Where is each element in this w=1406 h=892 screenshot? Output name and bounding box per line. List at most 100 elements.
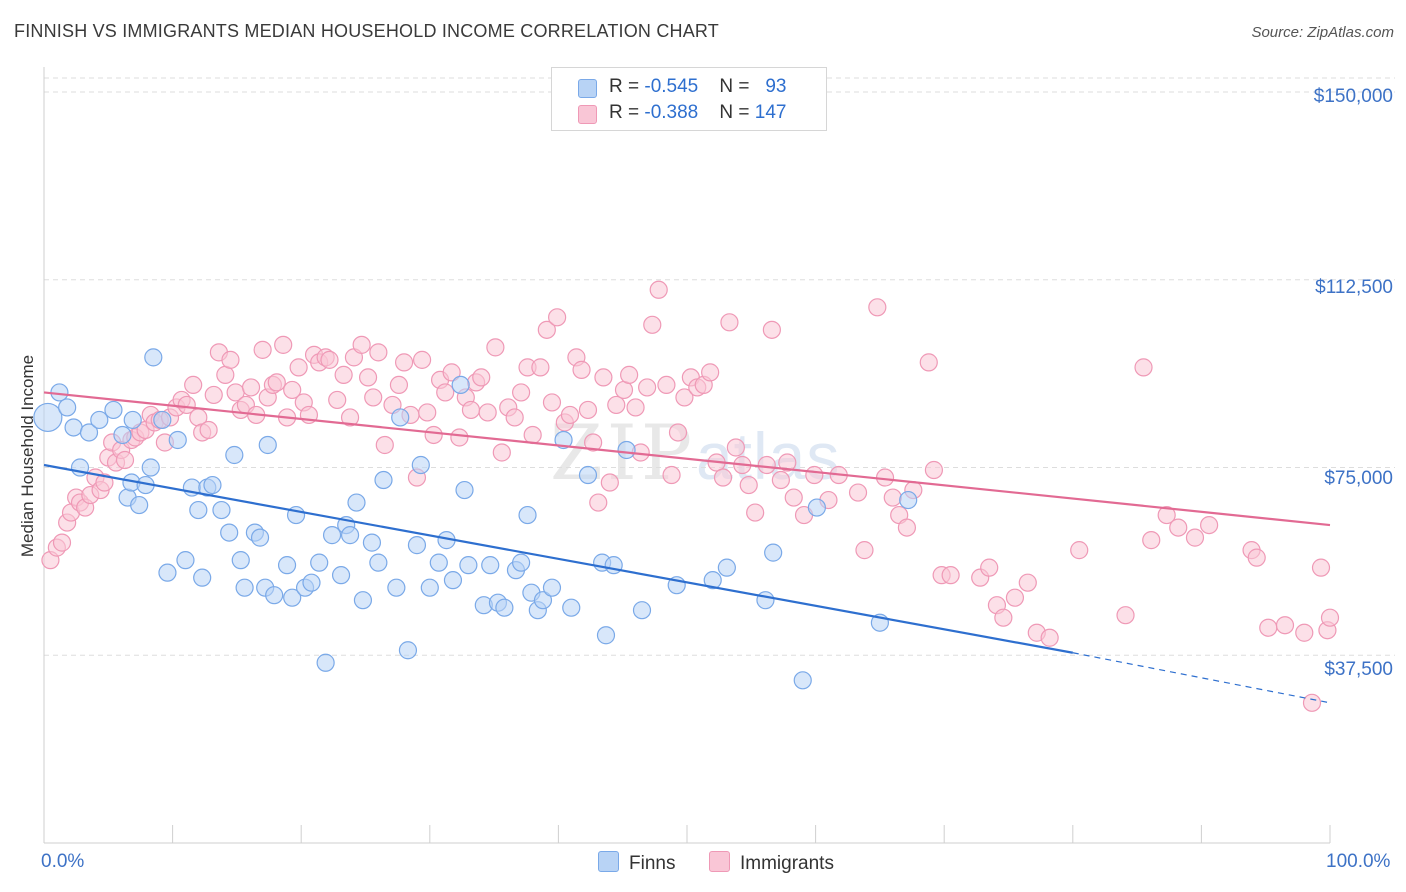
immigrants-point [537,320,556,339]
immigrants-point [95,473,114,492]
finns-point [347,493,366,512]
finns-point [411,455,430,475]
immigrants-point [328,390,347,410]
immigrants-point [701,363,720,382]
immigrants-point [771,470,790,490]
immigrants-point [1200,515,1219,535]
immigrants-point [778,453,797,472]
finns-point [703,571,722,590]
finns-point [632,601,652,620]
immigrants-swatch [578,105,597,124]
immigrants-point [739,475,758,495]
immigrants-point [1185,528,1205,547]
bottom-legend-immigrants[interactable]: Immigrants [709,851,834,875]
finns-point [495,598,514,617]
immigrants-point [626,398,645,417]
finns-point [407,536,427,555]
immigrants-point [1169,518,1188,537]
immigrants-point [980,558,999,577]
legend-r-value-immigrants: -0.388 [644,102,699,123]
finns-point [235,578,254,597]
immigrants-point [868,298,887,317]
immigrants-point [855,541,874,560]
finns-point [362,533,382,552]
immigrants-point [762,320,781,339]
finns-point [258,435,277,455]
legend-n-value-immigrants: 147 [754,102,787,123]
finns-point [596,626,616,645]
finns-legend-swatch [598,851,619,872]
immigrants-point [267,373,286,392]
finns-point [64,418,83,437]
immigrants-trend-line [43,391,1331,527]
correlation-legend: R = -0.545 N = 93 R = -0.388 N = 147 [551,67,827,131]
immigrants-point [720,313,739,332]
immigrants-point [1134,358,1153,377]
finns-point [90,410,109,430]
immigrants-point [394,353,414,372]
y-tick-label-37500: $37,500 [1324,659,1393,680]
immigrants-point [1116,606,1135,625]
finns-point [369,553,388,572]
finns-point [189,500,208,520]
immigrants-point [283,380,302,400]
finns-point [310,553,329,572]
finns-point [113,425,132,445]
finns-point [459,556,478,575]
y-tick-label-75000: $75,000 [1324,468,1393,489]
finns-trend-line [43,463,1073,654]
immigrants-point [486,338,505,357]
finns-point [429,553,448,572]
immigrants-point [418,403,437,422]
immigrants-point [1157,505,1176,525]
finns-point [158,563,177,582]
immigrants-point [340,408,360,427]
immigrants-point [436,383,455,402]
finns-legend-label: Finns [629,853,676,874]
immigrants-point [589,493,608,512]
finns-point [153,410,172,430]
immigrants-point [358,368,378,387]
x-tick-label-min: 0.0% [41,851,85,872]
finns-point [443,571,463,590]
finns-point [340,526,360,545]
immigrants-point [52,533,72,552]
finns-point [481,556,500,575]
finns-point [420,578,439,597]
immigrants-point [184,375,203,395]
legend-n-label: N = [719,76,755,97]
finns-point [512,553,531,572]
immigrants-point [542,393,562,412]
finns-trend-extension [1072,652,1331,704]
immigrants-point [204,385,223,405]
finns-point [104,400,123,420]
immigrants-point [668,423,688,442]
immigrants-point [548,308,567,327]
bottom-legend-finns[interactable]: Finns [598,851,675,875]
immigrants-point [1005,588,1025,607]
immigrants-point [375,435,394,455]
finns-point [764,543,783,562]
y-tick-label-150000: $150,000 [1313,86,1393,107]
finns-point [265,586,284,605]
legend-n-value-finns: 93 [765,76,787,97]
immigrants-point [883,488,902,507]
immigrants-point [994,608,1013,627]
finns-point [793,671,812,690]
immigrants-point [1040,628,1059,647]
immigrants-point [897,518,917,537]
immigrants-point [221,350,240,369]
immigrants-point [560,405,580,425]
immigrants-point [1247,548,1266,567]
immigrants-point [523,425,542,445]
finns-point [283,588,302,607]
immigrants-point [115,450,135,470]
finns-point [225,445,244,465]
immigrants-point [334,365,353,384]
finns-point [717,558,736,577]
immigrants-point [320,350,339,369]
finns-point [79,423,99,442]
immigrants-point [289,358,308,377]
immigrants-point [614,380,634,400]
